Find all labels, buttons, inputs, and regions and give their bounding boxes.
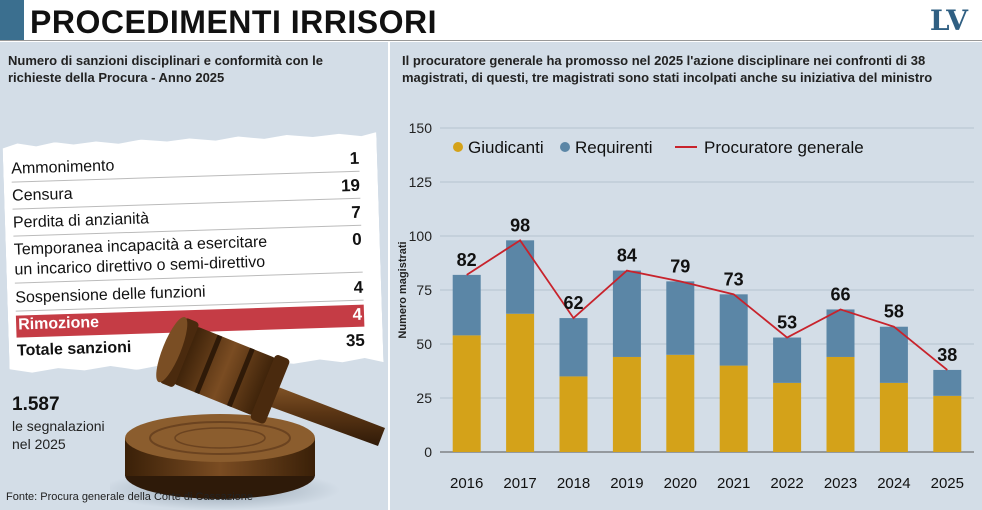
data-label: 82: [457, 250, 477, 270]
data-label: 58: [884, 302, 904, 322]
x-tick-label: 2023: [824, 475, 857, 492]
bar-giudicanti: [879, 382, 908, 452]
sanction-label: Censura: [11, 185, 73, 205]
reports-caption: le segnalazioni nel 2025: [12, 418, 105, 452]
bar-giudicanti: [719, 365, 748, 452]
y-axis-label: Numero magistrati: [397, 241, 409, 338]
x-tick-label: 2020: [664, 475, 697, 492]
chart-panel: Il procuratore generale ha promosso nel …: [390, 42, 982, 510]
bar-giudicanti: [666, 354, 695, 452]
bar-requirenti: [879, 326, 908, 383]
header-divider: [0, 40, 982, 41]
bar-giudicanti: [826, 356, 855, 452]
data-label: 53: [777, 313, 797, 333]
y-tick-label: 150: [409, 120, 433, 136]
x-tick-label: 2025: [931, 475, 964, 492]
x-tick-label: 2021: [717, 475, 750, 492]
bar-requirenti: [933, 369, 962, 396]
bar-requirenti: [506, 240, 535, 314]
bar-giudicanti: [506, 313, 535, 452]
legend-label-requirenti: Requirenti: [575, 138, 653, 157]
brand-logo: LV: [929, 4, 968, 37]
bar-giudicanti: [612, 356, 641, 452]
source-note: Fonte: Procura generale della Corte di C…: [6, 491, 254, 503]
x-tick-label: 2018: [557, 475, 590, 492]
bar-requirenti: [719, 294, 748, 366]
legend-marker-requirenti: [560, 142, 570, 152]
bar-requirenti: [559, 318, 588, 377]
bar-giudicanti: [773, 382, 802, 452]
legend-label-giudicanti: Giudicanti: [468, 138, 544, 157]
sanction-value: 19: [340, 175, 361, 196]
bar-requirenti: [826, 309, 855, 357]
bar-giudicanti: [559, 376, 588, 452]
data-label: 73: [724, 269, 744, 289]
chart-subtitle: Il procuratore generale ha promosso nel …: [402, 53, 933, 85]
x-tick-label: 2024: [877, 475, 910, 492]
y-tick-label: 125: [409, 174, 433, 190]
sanction-value: 4: [353, 277, 364, 297]
x-tick-label: 2017: [503, 475, 536, 492]
sanction-label: Rimozione: [17, 313, 100, 334]
gavel-illustration: [110, 316, 385, 510]
x-tick-label: 2019: [610, 475, 643, 492]
sanctions-panel: Numero di sanzioni disciplinari e confor…: [0, 42, 388, 510]
y-tick-label: 75: [416, 282, 432, 298]
bar-line-chart: 0 25 50 75 100 125 150 Numero magistrati 2016 201…: [397, 120, 974, 492]
sanction-value: 7: [351, 202, 362, 223]
bar-giudicanti: [933, 395, 962, 452]
bar-requirenti: [666, 281, 695, 355]
data-label: 66: [830, 284, 850, 304]
bar-requirenti: [773, 337, 802, 383]
header-accent-block: [0, 0, 24, 40]
bar-requirenti: [452, 274, 481, 336]
sanction-value: 1: [349, 148, 360, 169]
x-tick-label: 2022: [770, 475, 803, 492]
x-tick-label: 2016: [450, 475, 483, 492]
sanction-label: Sospensione delle funzioni: [15, 283, 206, 307]
bar-requirenti: [612, 270, 641, 357]
reports-count: 1.587: [12, 394, 60, 415]
data-label: 84: [617, 246, 637, 266]
data-label: 38: [937, 345, 957, 365]
line-procuratore-generale: [466, 239, 948, 371]
page-title: PROCEDIMENTI IRRISORI: [30, 4, 437, 40]
sanction-row-temporanea-incapacita: Temporanea incapacità a esercitare un in…: [14, 230, 363, 284]
sanction-label: Ammonimento: [11, 157, 115, 178]
data-label: 98: [510, 215, 530, 235]
sanction-value: 0: [351, 229, 362, 249]
sanctions-subtitle: Numero di sanzioni disciplinari e confor…: [8, 53, 323, 85]
data-label: 79: [670, 256, 690, 276]
sanction-label: Perdita di anzianità: [12, 210, 150, 232]
y-tick-label: 25: [416, 390, 432, 406]
legend-marker-giudicanti: [453, 142, 463, 152]
y-tick-label: 0: [424, 444, 432, 460]
y-tick-label: 100: [409, 228, 433, 244]
data-label: 62: [563, 293, 583, 313]
legend-label-procuratore: Procuratore generale: [704, 138, 864, 157]
bar-giudicanti: [452, 335, 481, 452]
y-tick-label: 50: [416, 336, 432, 352]
